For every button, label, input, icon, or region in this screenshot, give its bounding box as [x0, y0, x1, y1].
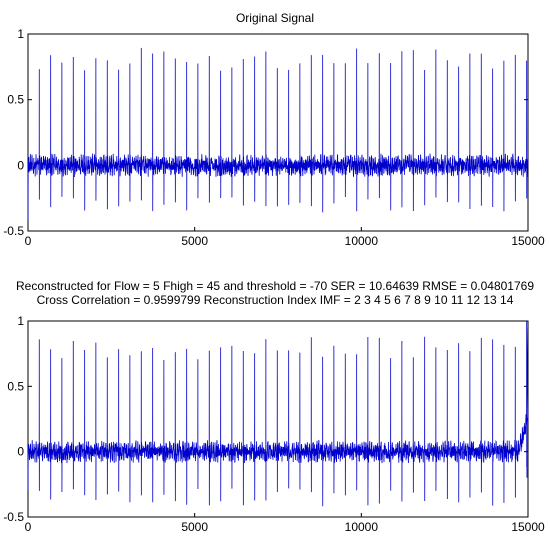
chart-bottom-ytick-label: -0.5	[3, 510, 24, 524]
chart-bottom: Reconstructed for Flow = 5 Fhigh = 45 an…	[3, 279, 545, 534]
chart-top-ytick-label: 0	[17, 158, 24, 172]
chart-top-xtick-label: 0	[25, 234, 32, 248]
chart-bottom-xtick-label: 5000	[181, 520, 208, 534]
chart-bottom-xtick-label: 10000	[345, 520, 379, 534]
chart-bottom-axes-box	[27, 320, 529, 518]
chart-top: Original Signal 0 5000 10000 15000-0.500.51	[3, 11, 545, 248]
chart-top-xtick-label: 15000	[511, 234, 545, 248]
chart-bottom-ytick-label: 0	[17, 445, 24, 459]
chart-bottom-ytick-label: 1	[17, 314, 24, 328]
chart-bottom-subtitle: Cross Correlation = 0.9599799 Reconstruc…	[37, 293, 514, 307]
chart-top-ytick-label: 1	[17, 27, 24, 41]
chart-bottom-xtick-label: 0	[25, 520, 32, 534]
chart-top-xtick-label: 5000	[181, 234, 208, 248]
chart-bottom-xtick-label: 15000	[511, 520, 545, 534]
chart-bottom-series-line	[27, 320, 529, 507]
chart-top-axes-box	[27, 33, 529, 232]
chart-top-ticks: 0 5000 10000 15000-0.500.51	[3, 27, 545, 248]
chart-top-ytick-label: -0.5	[3, 224, 24, 238]
chart-top-title: Original Signal	[236, 11, 314, 25]
chart-top-series-line	[27, 47, 529, 221]
chart-bottom-title: Reconstructed for Flow = 5 Fhigh = 45 an…	[16, 279, 534, 293]
chart-bottom-ytick-label: 0.5	[7, 379, 24, 393]
chart-top-ytick-label: 0.5	[7, 93, 24, 107]
chart-bottom-ticks: 0 5000 10000 15000-0.500.51	[3, 314, 545, 534]
chart-top-xtick-label: 10000	[345, 234, 379, 248]
